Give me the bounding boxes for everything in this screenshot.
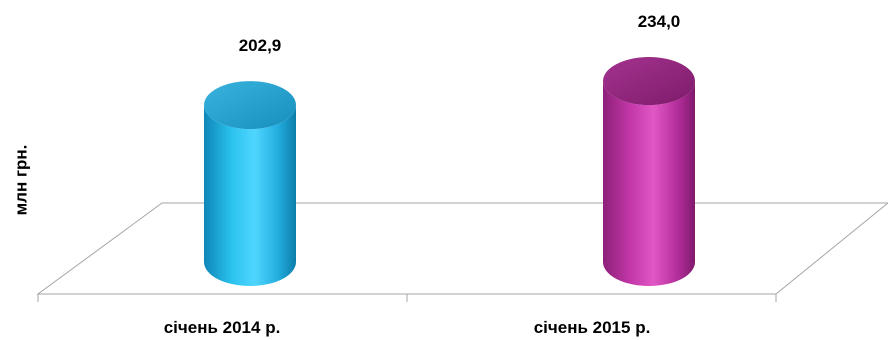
data-label: 234,0 (638, 12, 681, 31)
data-label: 202,9 (239, 36, 282, 55)
bar-2 (603, 57, 695, 287)
chart-floor (36, 202, 888, 295)
bar-body (603, 81, 695, 287)
x-tick-label: січень 2014 р. (164, 318, 281, 337)
bars-layer (204, 57, 695, 287)
labels-layer: 202,9 січень 2014 р. 234,0 січень 2015 р. (164, 12, 681, 337)
bar-top (603, 57, 695, 106)
bar-top (204, 81, 296, 130)
bar-body (204, 105, 296, 286)
bar-1 (204, 81, 296, 286)
x-tick-label: січень 2015 р. (534, 318, 651, 337)
